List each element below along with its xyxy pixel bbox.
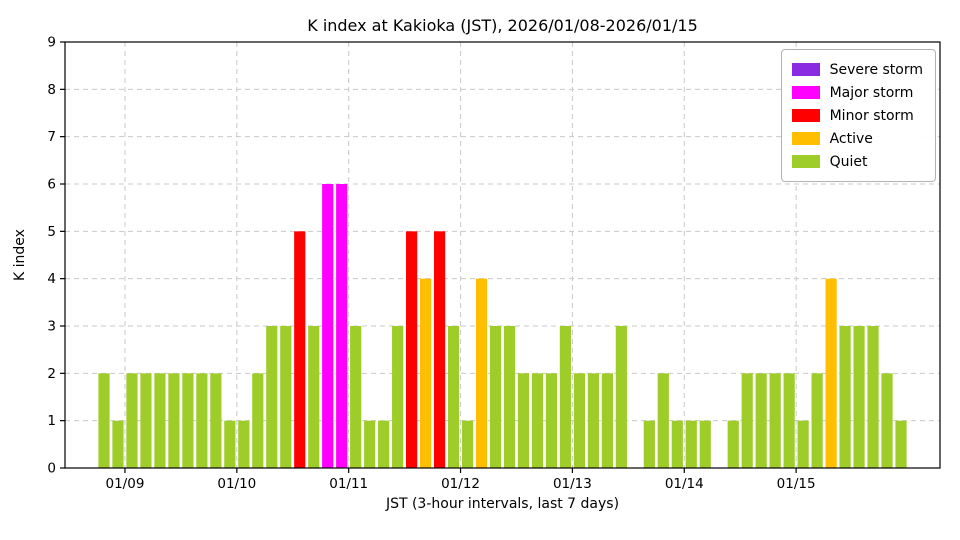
k-index-bar — [140, 373, 152, 468]
k-index-bar — [797, 420, 809, 468]
k-index-bar — [196, 373, 208, 468]
k-index-bar — [126, 373, 138, 468]
k-index-bar — [895, 420, 907, 468]
legend-label: Quiet — [829, 153, 868, 170]
k-index-bar — [252, 373, 264, 468]
y-tick-label: 7 — [47, 129, 56, 145]
legend-swatch-severe-storm — [791, 63, 820, 76]
chart-title: K index at Kakioka (JST), 2026/01/08-202… — [307, 16, 698, 35]
k-index-bar — [769, 373, 781, 468]
k-index-bar — [294, 231, 306, 468]
k-index-bar — [545, 373, 558, 468]
legend-label: Minor storm — [829, 107, 914, 124]
k-index-bar — [420, 278, 432, 468]
k-index-bar — [406, 231, 418, 468]
k-index-bar — [587, 373, 599, 468]
x-tick-label: 01/13 — [553, 476, 592, 492]
k-index-bar — [671, 420, 683, 468]
x-tick-label: 01/10 — [217, 476, 256, 492]
k-index-bar — [266, 326, 278, 468]
k-index-bar — [461, 420, 474, 468]
k-index-bar — [168, 373, 180, 468]
y-tick-label: 8 — [47, 82, 56, 98]
k-index-bar — [811, 373, 823, 468]
y-axis-label: K index — [12, 229, 28, 281]
y-tick-label: 4 — [47, 271, 56, 287]
y-tick-label: 0 — [47, 461, 56, 477]
k-index-bar — [573, 373, 585, 468]
legend-label: Active — [829, 130, 873, 147]
k-index-bar — [867, 326, 879, 468]
k-index-bar — [433, 231, 446, 468]
x-tick-label: 01/14 — [665, 476, 704, 492]
k-index-bar — [182, 373, 194, 468]
legend-swatch-minor-storm — [791, 109, 820, 122]
legend-swatch-quiet — [791, 155, 820, 168]
k-index-bar — [853, 326, 865, 468]
k-index-bar — [210, 373, 222, 468]
legend-label: Severe storm — [829, 61, 923, 78]
k-index-bar — [825, 278, 837, 468]
k-index-bar — [741, 373, 753, 468]
k-index-bar — [517, 373, 530, 468]
legend-swatch-active — [791, 132, 820, 145]
k-index-bar — [112, 420, 124, 468]
k-index-bar — [685, 420, 697, 468]
k-index-bar — [601, 373, 613, 468]
k-index-bar — [447, 326, 460, 468]
x-tick-label: 01/12 — [441, 476, 480, 492]
k-index-bar — [308, 326, 320, 468]
k-index-bar — [727, 420, 739, 468]
x-tick-label: 01/09 — [106, 476, 145, 492]
k-index-bar — [364, 420, 376, 468]
k-index-bar — [503, 326, 516, 468]
plot-border — [64, 41, 941, 469]
legend-item: Minor storm — [791, 104, 923, 127]
x-tick-label: 01/15 — [777, 476, 816, 492]
k-index-bar — [378, 420, 390, 468]
k-index-bar — [699, 420, 711, 468]
k-index-bar — [392, 326, 404, 468]
legend-item: Severe storm — [791, 58, 923, 81]
k-index-bar — [839, 326, 851, 468]
k-index-bar — [336, 184, 348, 468]
y-tick-label: 6 — [47, 177, 56, 193]
y-tick-label: 5 — [47, 224, 56, 240]
legend-item: Major storm — [791, 81, 923, 104]
k-index-bar — [531, 373, 544, 468]
k-index-bar — [350, 326, 362, 468]
k-index-bar — [657, 373, 669, 468]
y-tick-label: 2 — [47, 366, 56, 382]
x-tick-label: 01/11 — [329, 476, 368, 492]
k-index-bar — [475, 278, 488, 468]
k-index-bar — [489, 326, 502, 468]
y-tick-label: 9 — [47, 35, 56, 51]
legend: Severe storm Major storm Minor storm Act… — [780, 49, 936, 182]
y-tick-label: 1 — [47, 413, 56, 429]
k-index-bar — [755, 373, 767, 468]
legend-label: Major storm — [829, 84, 914, 101]
k-index-bar — [98, 373, 110, 468]
x-axis-label: JST (3-hour intervals, last 7 days) — [385, 496, 620, 512]
k-index-bar — [559, 326, 572, 468]
k-index-bar — [615, 326, 627, 468]
k-index-bar — [154, 373, 166, 468]
y-tick-label: 3 — [47, 319, 56, 335]
k-index-bar — [783, 373, 795, 468]
legend-swatch-major-storm — [791, 86, 820, 99]
k-index-bar — [881, 373, 893, 468]
k-index-bar — [322, 184, 334, 468]
legend-item: Quiet — [791, 150, 923, 173]
k-index-bar — [224, 420, 236, 468]
legend-item: Active — [791, 127, 923, 150]
k-index-bar — [643, 420, 655, 468]
k-index-bar — [238, 420, 250, 468]
k-index-bar — [280, 326, 292, 468]
